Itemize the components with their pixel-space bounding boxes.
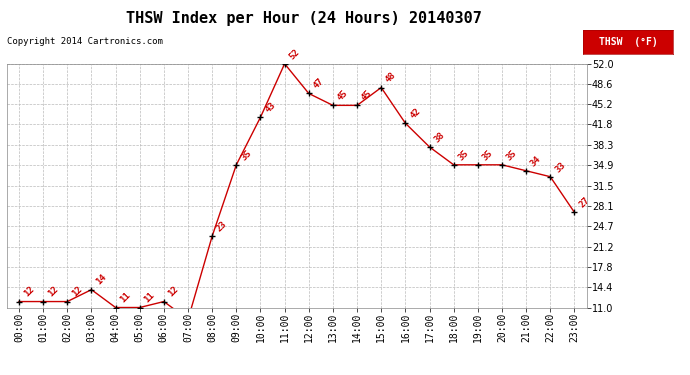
Text: 52: 52	[288, 47, 302, 61]
Text: 11: 11	[119, 291, 132, 305]
Text: 34: 34	[529, 154, 543, 168]
Text: THSW  (°F): THSW (°F)	[598, 37, 658, 47]
Text: 45: 45	[360, 88, 374, 103]
Text: 12: 12	[70, 285, 84, 299]
Text: 35: 35	[457, 148, 471, 162]
Text: 27: 27	[578, 196, 591, 210]
Text: 48: 48	[384, 71, 398, 85]
Text: 12: 12	[22, 285, 36, 299]
Text: 33: 33	[553, 160, 567, 174]
Text: 14: 14	[95, 273, 108, 287]
Text: 12: 12	[46, 285, 60, 299]
Text: 45: 45	[336, 88, 350, 103]
Text: THSW Index per Hour (24 Hours) 20140307: THSW Index per Hour (24 Hours) 20140307	[126, 11, 482, 26]
Text: 35: 35	[481, 148, 495, 162]
Text: 38: 38	[433, 130, 446, 144]
Text: 47: 47	[312, 77, 326, 91]
Text: 35: 35	[505, 148, 519, 162]
Text: 9: 9	[0, 374, 1, 375]
Text: 11: 11	[143, 291, 157, 305]
Text: Copyright 2014 Cartronics.com: Copyright 2014 Cartronics.com	[7, 38, 163, 46]
Text: 35: 35	[239, 148, 253, 162]
Text: 12: 12	[167, 285, 181, 299]
Text: 42: 42	[408, 106, 422, 120]
Text: 43: 43	[264, 100, 277, 114]
Text: 23: 23	[215, 219, 229, 233]
